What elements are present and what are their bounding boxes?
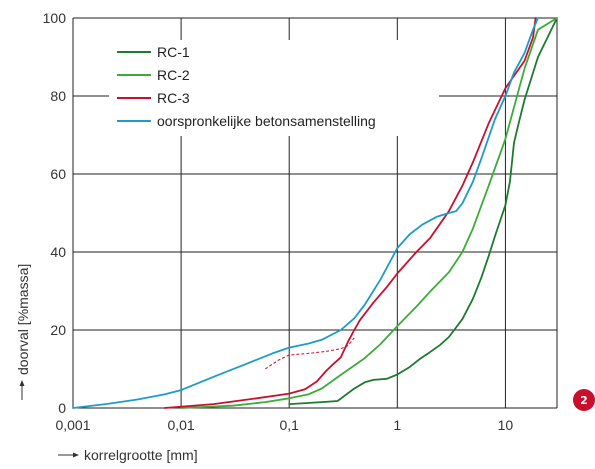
y-axis-arrow-head [19, 380, 25, 386]
series-line-3 [163, 17, 537, 409]
y-tick-label: 60 [50, 166, 66, 182]
annotation-curves [264, 337, 355, 370]
legend-label: oorspronkelijke betonsamenstelling [157, 113, 376, 129]
x-tick-label: 0,1 [279, 417, 299, 433]
x-axis-title: korrelgrootte [mm] [84, 447, 198, 463]
series-lines [72, 17, 558, 409]
y-tick-label: 20 [50, 322, 66, 338]
dashed-annotation-curve [264, 337, 355, 370]
series-line-1 [288, 17, 558, 405]
y-tick-label: 80 [50, 88, 66, 104]
figure-badge: 2 [573, 389, 595, 411]
x-tick-label: 10 [498, 417, 514, 433]
x-tick-label: 0,001 [55, 417, 90, 433]
legend-label: RC-3 [157, 90, 190, 106]
legend-label: RC-1 [157, 44, 190, 60]
series-line-4 [72, 17, 539, 409]
x-axis-label: korrelgrootte [mm] [58, 447, 198, 463]
figure-number-badge [573, 389, 595, 411]
series-line-2 [180, 17, 558, 409]
legend-background [109, 40, 439, 136]
x-axis-arrow-head [73, 452, 79, 458]
x-tick-label: 0,01 [167, 417, 194, 433]
y-tick-label: 0 [58, 400, 66, 416]
y-tick-label: 40 [50, 244, 66, 260]
y-axis-title: doorval [%massa] [15, 264, 31, 375]
y-axis-label: doorval [%massa] [15, 264, 31, 400]
y-tick-label: 100 [43, 10, 67, 26]
figure-number: 2 [580, 394, 588, 407]
x-tick-label: 1 [393, 417, 401, 433]
legend: RC-1 RC-2 RC-3 oorspronkelijke betonsamenst… [109, 40, 439, 136]
legend-label: RC-2 [157, 67, 190, 83]
